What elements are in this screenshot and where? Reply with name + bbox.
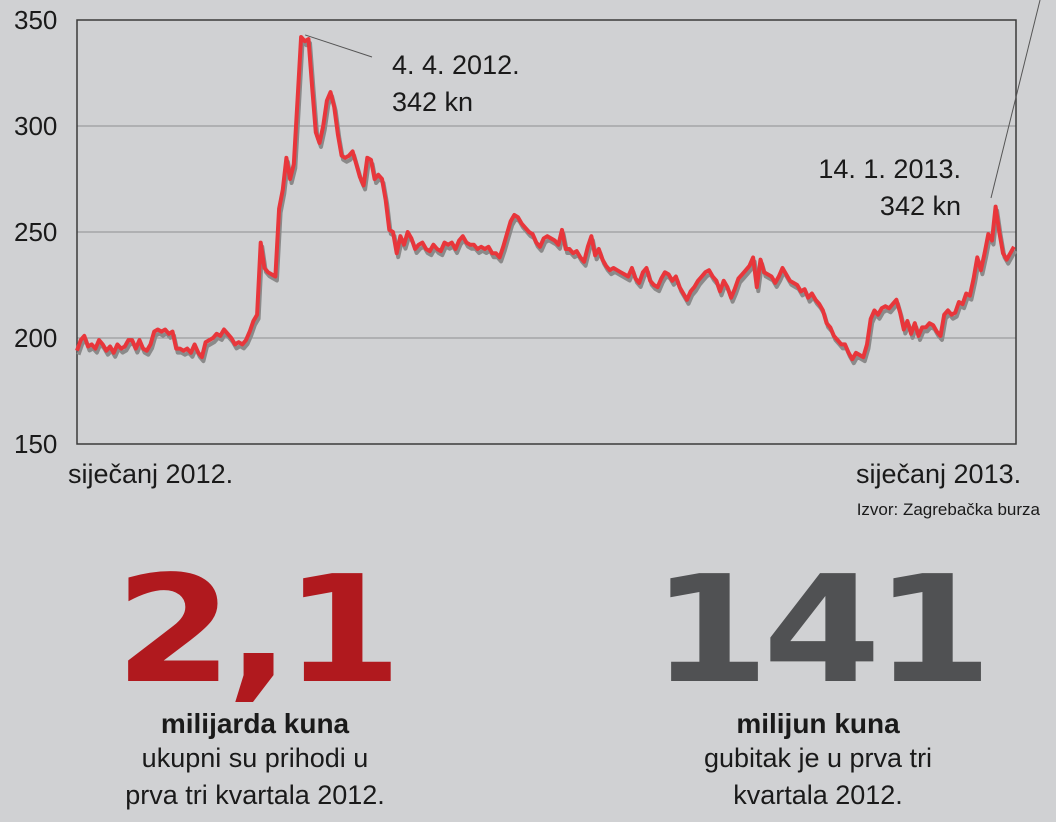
y-axis: 350 300 250 200 150 bbox=[14, 5, 57, 459]
y-tick-label: 350 bbox=[14, 5, 57, 35]
x-start-label: siječanj 2012. bbox=[68, 459, 234, 489]
stat-revenue-desc-1: ukupni su prihodi u bbox=[141, 743, 369, 773]
source-note: Izvor: Zagrebačka burza bbox=[856, 500, 1040, 519]
annotation-leader bbox=[990, 0, 1041, 199]
stat-loss-desc-2: kvartala 2012. bbox=[733, 780, 903, 810]
series-line bbox=[75, 35, 1016, 362]
y-tick-label: 300 bbox=[14, 111, 57, 141]
stat-revenue-desc-2: prva tri kvartala 2012. bbox=[125, 780, 385, 810]
y-tick-label: 250 bbox=[14, 217, 57, 247]
y-tick-label: 200 bbox=[14, 323, 57, 353]
stat-loss-unit: milijun kuna bbox=[736, 708, 900, 739]
stat-loss-number: 141 bbox=[650, 544, 992, 716]
y-tick-label: 150 bbox=[14, 429, 57, 459]
price-chart: 350 300 250 200 150 4. 4. 2012. 342 kn 14. 1. … bbox=[14, 0, 1041, 459]
annotation-label: 4. 4. 2012. bbox=[392, 50, 520, 80]
stat-revenue-number: 2,1 bbox=[114, 544, 403, 716]
plot-frame bbox=[76, 19, 1017, 445]
annotation-label: 342 kn bbox=[880, 191, 961, 221]
stat-loss: 141 milijun kuna gubitak je u prva tri k… bbox=[628, 556, 1008, 814]
stat-loss-desc-1: gubitak je u prva tri bbox=[703, 743, 933, 773]
x-end-label: siječanj 2013. bbox=[856, 459, 1022, 489]
stat-revenue-unit: milijarda kuna bbox=[160, 708, 350, 739]
annotations: 4. 4. 2012. 342 kn 14. 1. 2013. 342 kn bbox=[304, 0, 1041, 221]
annotation-label: 14. 1. 2013. bbox=[818, 154, 961, 184]
annotation-leader bbox=[304, 34, 373, 58]
series-shadow bbox=[76, 39, 1018, 366]
stat-revenue: 2,1 milijarda kuna ukupni su prihodi u p… bbox=[60, 556, 450, 814]
annotation-label: 342 kn bbox=[392, 87, 473, 117]
